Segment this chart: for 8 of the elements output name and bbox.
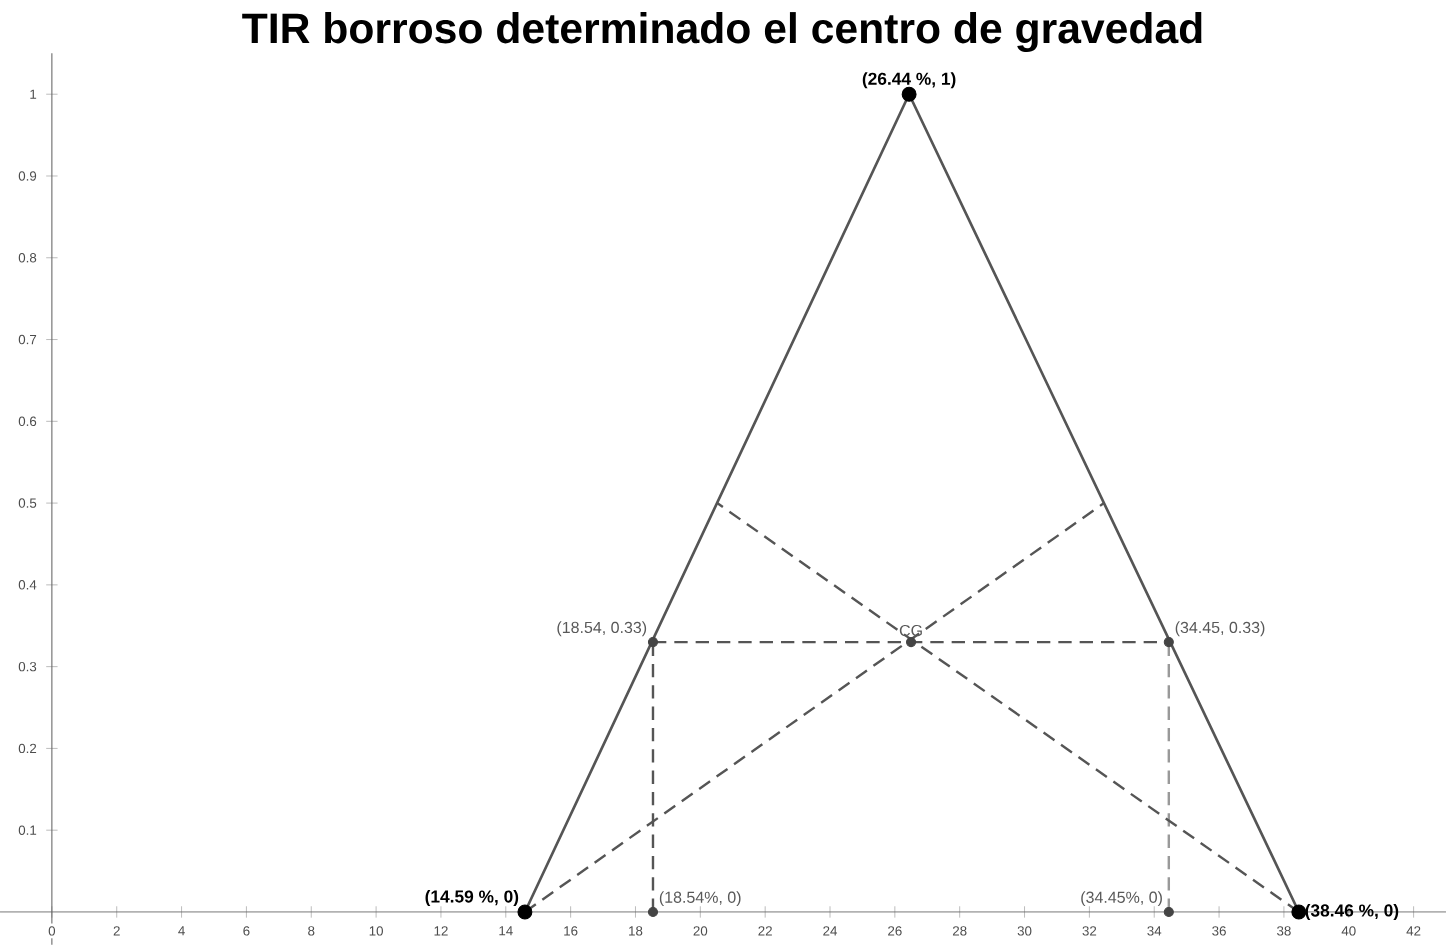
data-label: (18.54, 0.33) [557, 621, 647, 637]
data-label: (38.46 %, 0) [1305, 903, 1399, 921]
data-label: (26.44 %, 1) [862, 72, 956, 89]
data-label: (34.45, 0.33) [1175, 621, 1265, 637]
chart-title: TIR borroso determinado el centro de gravedad [242, 12, 1202, 53]
data-label: (18.54%, 0) [659, 891, 741, 907]
data-label: (34.45%, 0) [1081, 891, 1162, 907]
data-label: (14.59 %, 0) [425, 889, 519, 907]
